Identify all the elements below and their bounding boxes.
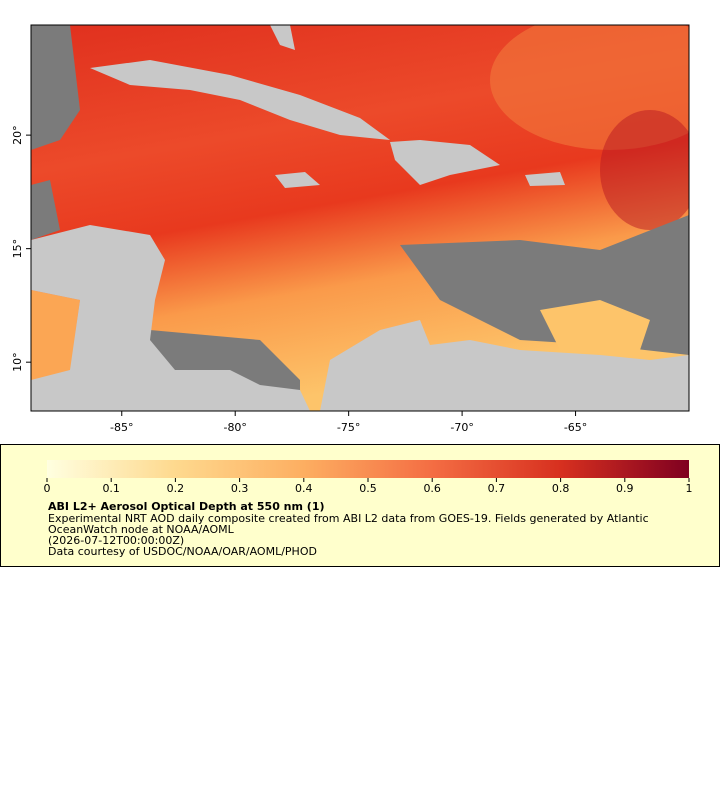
y-tick-label: 10°: [11, 352, 24, 372]
colorbar-tick-label: 0.1: [102, 482, 120, 495]
colorbar-tick-label: 1: [686, 482, 693, 495]
colorbar-tick-label: 0.3: [231, 482, 249, 495]
colorbar-tick-label: 0.4: [295, 482, 313, 495]
colorbar-tick-label: 0.2: [167, 482, 185, 495]
map-raster: [31, 25, 689, 411]
colorbar: [47, 460, 689, 478]
legend-line: Data courtesy of USDOC/NOAA/OAR/AOML/PHO…: [48, 545, 317, 558]
legend-line: OceanWatch node at NOAA/AOML: [48, 523, 235, 536]
y-tick-label: 20°: [11, 125, 24, 145]
x-tick-label: -85°: [110, 421, 133, 434]
y-tick-label: 15°: [11, 239, 24, 259]
legend-line: (2026-07-12T00:00:00Z): [48, 534, 184, 547]
legend-line: Experimental NRT AOD daily composite cre…: [48, 512, 649, 525]
colorbar-tick-label: 0: [44, 482, 51, 495]
x-tick-label: -80°: [223, 421, 246, 434]
legend-title: ABI L2+ Aerosol Optical Depth at 550 nm …: [48, 500, 325, 513]
map-frame: [30, 24, 690, 412]
colorbar-tick-label: 0.9: [616, 482, 634, 495]
colorbar-tick-label: 0.8: [552, 482, 570, 495]
x-tick-label: -65°: [564, 421, 587, 434]
x-tick-label: -75°: [337, 421, 360, 434]
colorbar-tick-label: 0.5: [359, 482, 377, 495]
colorbar-tick-label: 0.7: [488, 482, 506, 495]
x-tick-label: -70°: [450, 421, 473, 434]
colorbar-tick-label: 0.6: [423, 482, 441, 495]
